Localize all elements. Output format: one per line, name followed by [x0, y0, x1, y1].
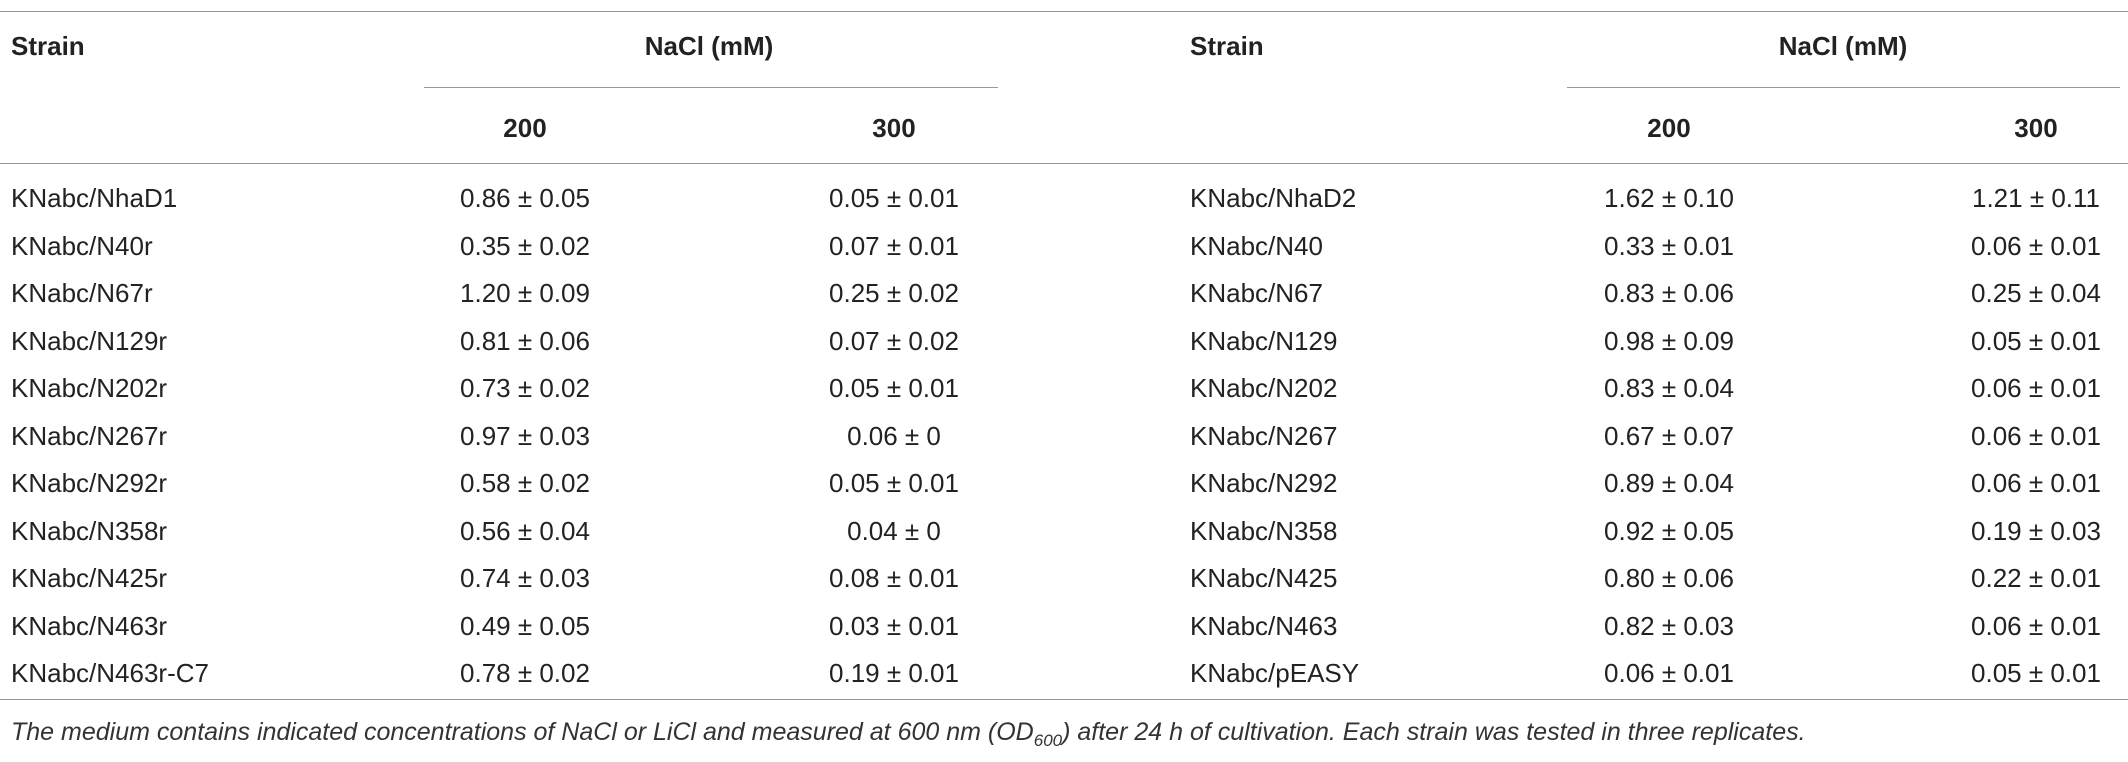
strain-cell: KNabc/N67r	[11, 278, 153, 308]
value-cell: 0.89 ± 0.04	[1604, 468, 1734, 498]
strain-cell: KNabc/N463	[1190, 610, 1338, 641]
note-text: The medium contains indicated concentrat…	[11, 718, 1034, 746]
value-cell: 0.81 ± 0.06	[460, 325, 590, 356]
value-cell: 0.05 ± 0.01	[829, 468, 959, 498]
value-cell: 0.22 ± 0.01	[1971, 563, 2101, 593]
strain-cell: KNabc/N463r	[11, 610, 168, 641]
value-cell: 0.19 ± 0.01	[829, 658, 959, 688]
strain-cell: KNabc/N40	[1190, 230, 1323, 261]
column-header: Strain	[1190, 31, 1264, 61]
rule	[0, 11, 2128, 12]
column-header: Strain	[11, 31, 85, 61]
strain-cell: KNabc/NhaD2	[1190, 183, 1357, 213]
note-subscript: 600	[1033, 731, 1063, 750]
value-cell: 0.74 ± 0.03	[460, 563, 590, 593]
value-cell: 0.83 ± 0.06	[1604, 278, 1734, 308]
value-cell: 0.04 ± 0	[847, 515, 941, 546]
value-cell: 0.25 ± 0.02	[829, 278, 959, 308]
strain-cell: KNabc/N425r	[11, 563, 168, 593]
value-cell: 0.83 ± 0.04	[1604, 373, 1734, 403]
value-cell: 0.35 ± 0.02	[460, 230, 590, 261]
group-header: NaCl (mM)	[1778, 31, 1908, 61]
rule	[1567, 87, 2120, 88]
value-cell: 0.92 ± 0.05	[1604, 515, 1734, 546]
value-cell: 0.06 ± 0	[847, 420, 941, 451]
footnote: The medium contains indicated concentrat…	[11, 718, 1806, 751]
value-cell: 0.07 ± 0.01	[829, 230, 959, 261]
rule	[0, 699, 2128, 700]
strain-cell: KNabc/N463r-C7	[11, 658, 209, 688]
value-cell: 1.20 ± 0.09	[460, 278, 590, 308]
rule	[0, 163, 2128, 164]
value-cell: 0.33 ± 0.01	[1604, 230, 1734, 261]
value-cell: 0.19 ± 0.03	[1971, 515, 2101, 546]
value-cell: 0.06 ± 0.01	[1604, 658, 1734, 688]
value-cell: 1.21 ± 0.11	[1972, 183, 2100, 213]
value-cell: 0.78 ± 0.02	[460, 658, 590, 688]
value-cell: 0.25 ± 0.04	[1971, 278, 2101, 308]
group-header: NaCl (mM)	[644, 31, 774, 61]
strain-cell: KNabc/N292	[1190, 468, 1338, 498]
strain-cell: KNabc/NhaD1	[11, 183, 178, 213]
value-cell: 0.80 ± 0.06	[1604, 563, 1734, 593]
strain-cell: KNabc/N129	[1190, 325, 1338, 356]
value-cell: 0.06 ± 0.01	[1971, 230, 2101, 261]
value-cell: 0.67 ± 0.07	[1604, 420, 1734, 451]
value-cell: 0.06 ± 0.01	[1971, 373, 2101, 403]
strain-cell: KNabc/N40r	[11, 230, 153, 261]
value-cell: 1.62 ± 0.10	[1604, 183, 1734, 213]
strain-cell: KNabc/N267	[1190, 420, 1338, 451]
value-cell: 0.49 ± 0.05	[460, 610, 590, 641]
strain-cell: KNabc/N129r	[11, 325, 168, 356]
value-cell: 0.08 ± 0.01	[829, 563, 959, 593]
strain-cell: KNabc/N202	[1190, 373, 1338, 403]
column-header: 300	[872, 113, 916, 143]
strain-cell: KNabc/N425	[1190, 563, 1338, 593]
column-header: 200	[1647, 113, 1691, 143]
strain-cell: KNabc/N267r	[11, 420, 168, 451]
value-cell: 0.82 ± 0.03	[1604, 610, 1734, 641]
column-header: 300	[2014, 113, 2058, 143]
value-cell: 0.06 ± 0.01	[1971, 468, 2101, 498]
value-cell: 0.05 ± 0.01	[829, 183, 959, 213]
value-cell: 0.05 ± 0.01	[1971, 325, 2101, 356]
strain-cell: KNabc/N292r	[11, 468, 168, 498]
strain-cell: KNabc/N358	[1190, 515, 1338, 546]
strain-cell: KNabc/N202r	[11, 373, 168, 403]
value-cell: 0.06 ± 0.01	[1971, 610, 2101, 641]
value-cell: 0.56 ± 0.04	[460, 515, 590, 546]
value-cell: 0.05 ± 0.01	[1971, 658, 2101, 688]
note-text: ) after 24 h of cultivation. Each strain…	[1062, 718, 1806, 746]
strain-cell: KNabc/N67	[1190, 278, 1323, 308]
value-cell: 0.05 ± 0.01	[829, 373, 959, 403]
value-cell: 0.58 ± 0.02	[460, 468, 590, 498]
value-cell: 0.06 ± 0.01	[1971, 420, 2101, 451]
column-header: 200	[503, 113, 547, 143]
value-cell: 0.03 ± 0.01	[829, 610, 959, 641]
value-cell: 0.98 ± 0.09	[1604, 325, 1734, 356]
value-cell: 0.07 ± 0.02	[829, 325, 959, 356]
value-cell: 0.86 ± 0.05	[460, 183, 590, 213]
rule	[424, 87, 998, 88]
value-cell: 0.97 ± 0.03	[460, 420, 590, 451]
strain-cell: KNabc/pEASY	[1190, 658, 1360, 688]
value-cell: 0.73 ± 0.02	[460, 373, 590, 403]
strain-cell: KNabc/N358r	[11, 515, 168, 546]
